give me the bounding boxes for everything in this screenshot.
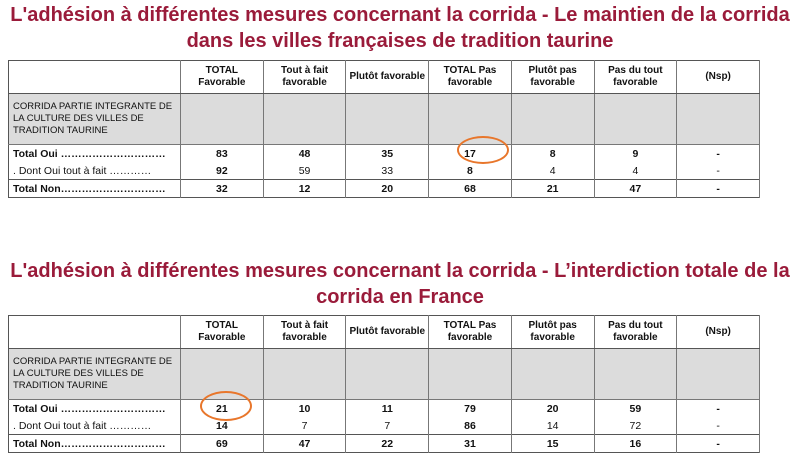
table1-title-line1: L'adhésion à différentes mesures concern…: [10, 4, 790, 26]
cell: 8: [511, 144, 595, 162]
cell: 32: [180, 179, 264, 198]
table2-category-label: CORRIDA PARTIE INTEGRANTE DE LA CULTURE …: [8, 348, 181, 400]
table1: TOTAL Favorable Tout à fait favorable Pl…: [8, 60, 760, 198]
cell: 8: [428, 162, 512, 180]
cell: 14: [180, 417, 264, 435]
cell: -: [676, 144, 760, 162]
table2-header-nsp: (Nsp): [676, 315, 760, 349]
row-label: Total Oui …………………………: [8, 144, 181, 162]
cell: 21: [180, 399, 264, 417]
table1-header-plutot-favorable: Plutôt favorable: [345, 60, 430, 94]
cell: 14: [511, 417, 595, 435]
table1-category-cell: [676, 93, 760, 145]
cell: 79: [428, 399, 512, 417]
table2-category-cell: [511, 348, 595, 400]
table1-header-tout-a-fait-favorable: Tout à fait favorable: [263, 60, 347, 94]
cell: 86: [428, 417, 512, 435]
cell: 59: [263, 162, 347, 180]
table1-category-cell: [594, 93, 678, 145]
table1-row-dont-oui: . Dont Oui tout à fait ………… 92 59 33 8 4…: [8, 162, 760, 180]
table1-category-row: CORRIDA PARTIE INTEGRANTE DE LA CULTURE …: [8, 93, 760, 145]
cell: -: [676, 162, 760, 180]
table1-header-row: TOTAL Favorable Tout à fait favorable Pl…: [8, 60, 760, 94]
table2-category-row: CORRIDA PARTIE INTEGRANTE DE LA CULTURE …: [8, 348, 760, 400]
cell: 17: [428, 144, 512, 162]
table2-row-total-oui: Total Oui ………………………… 21 10 11 79 20 59 -: [8, 399, 760, 417]
cell: -: [676, 417, 760, 435]
table1-row-total-non: Total Non………………………… 32 12 20 68 21 47 -: [8, 179, 760, 198]
table2-row-dont-oui: . Dont Oui tout à fait ………… 14 7 7 86 14…: [8, 417, 760, 435]
table1-category-cell: [345, 93, 430, 145]
cell: 7: [345, 417, 430, 435]
cell: 16: [594, 434, 678, 453]
table2-header-plutot-favorable: Plutôt favorable: [345, 315, 430, 349]
cell: 4: [594, 162, 678, 180]
cell: 68: [428, 179, 512, 198]
cell: 15: [511, 434, 595, 453]
cell: 47: [263, 434, 347, 453]
cell: 10: [263, 399, 347, 417]
cell: 4: [511, 162, 595, 180]
row-label: Total Non…………………………: [8, 179, 181, 198]
row-label: . Dont Oui tout à fait …………: [8, 417, 181, 435]
table2-category-cell: [428, 348, 512, 400]
table1-title-line2: dans les villes françaises de tradition …: [186, 30, 614, 52]
table2: TOTAL Favorable Tout à fait favorable Pl…: [8, 315, 760, 453]
table2-title-line1: L'adhésion à différentes mesures concern…: [10, 260, 790, 282]
table2-category-cell: [676, 348, 760, 400]
table1-header-pas-du-tout-favorable: Pas du tout favorable: [594, 60, 678, 94]
table2-header-total-pas-favorable: TOTAL Pas favorable: [428, 315, 512, 349]
cell: -: [676, 434, 760, 453]
table1-category-cell: [263, 93, 347, 145]
cell: 92: [180, 162, 264, 180]
cell: 22: [345, 434, 430, 453]
cell: 12: [263, 179, 347, 198]
table2-category-cell: [180, 348, 264, 400]
table1-header-nsp: (Nsp): [676, 60, 760, 94]
table1-category-cell: [428, 93, 512, 145]
cell: -: [676, 179, 760, 198]
cell: 9: [594, 144, 678, 162]
row-label: . Dont Oui tout à fait …………: [8, 162, 181, 180]
table1-header-plutot-pas-favorable: Plutôt pas favorable: [511, 60, 595, 94]
cell: 59: [594, 399, 678, 417]
table2-header-row: TOTAL Favorable Tout à fait favorable Pl…: [8, 315, 760, 349]
table1-header-blank: [8, 60, 181, 94]
table2-category-cell: [594, 348, 678, 400]
table2-header-plutot-pas-favorable: Plutôt pas favorable: [511, 315, 595, 349]
table2-title: L'adhésion à différentes mesures concern…: [0, 258, 800, 310]
table1-title: L'adhésion à différentes mesures concern…: [0, 2, 800, 54]
table2-header-blank: [8, 315, 181, 349]
table2-row-total-non: Total Non………………………… 69 47 22 31 15 16 -: [8, 434, 760, 453]
table2-category-cell: [345, 348, 430, 400]
cell: 21: [511, 179, 595, 198]
table2-category-cell: [263, 348, 347, 400]
table2-header-tout-a-fait-favorable: Tout à fait favorable: [263, 315, 347, 349]
row-label: Total Non…………………………: [8, 434, 181, 453]
cell: 83: [180, 144, 264, 162]
cell: 47: [594, 179, 678, 198]
cell: 33: [345, 162, 430, 180]
row-label: Total Oui …………………………: [8, 399, 181, 417]
cell: 7: [263, 417, 347, 435]
table2-header-pas-du-tout-favorable: Pas du tout favorable: [594, 315, 678, 349]
cell: -: [676, 399, 760, 417]
cell: 48: [263, 144, 347, 162]
table1-row-total-oui: Total Oui ………………………… 83 48 35 17 8 9 -: [8, 144, 760, 162]
cell: 69: [180, 434, 264, 453]
table1-category-cell: [180, 93, 264, 145]
cell: 11: [345, 399, 430, 417]
table2-header-total-favorable: TOTAL Favorable: [180, 315, 264, 349]
table1-category-label: CORRIDA PARTIE INTEGRANTE DE LA CULTURE …: [8, 93, 181, 145]
table1-header-total-favorable: TOTAL Favorable: [180, 60, 264, 94]
cell: 20: [511, 399, 595, 417]
cell: 35: [345, 144, 430, 162]
cell: 72: [594, 417, 678, 435]
table2-title-line2: corrida en France: [316, 286, 484, 308]
cell: 31: [428, 434, 512, 453]
cell: 20: [345, 179, 430, 198]
table1-category-cell: [511, 93, 595, 145]
table1-header-total-pas-favorable: TOTAL Pas favorable: [428, 60, 512, 94]
